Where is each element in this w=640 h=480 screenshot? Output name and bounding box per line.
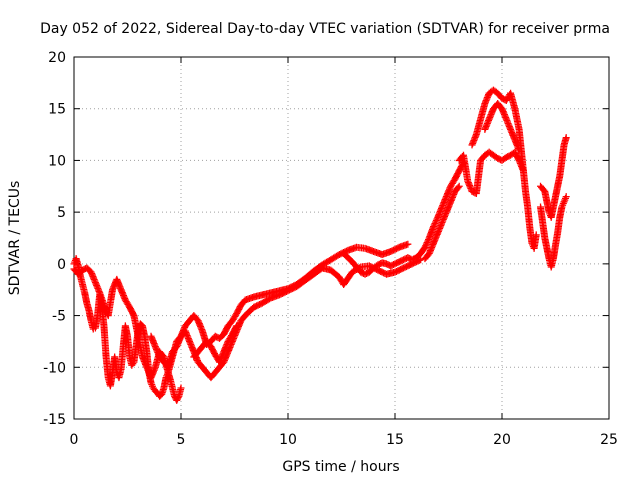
chart-title: Day 052 of 2022, Sidereal Day-to-day VTE… <box>40 21 610 37</box>
y-tick-label: 20 <box>48 50 66 66</box>
data-point <box>455 182 463 190</box>
plot-frame <box>73 56 610 420</box>
data-point <box>232 323 240 331</box>
data-point <box>404 240 412 248</box>
data-markers <box>70 86 570 404</box>
data-point <box>532 231 540 239</box>
y-tick-label: -15 <box>43 412 66 428</box>
data-point <box>562 193 570 201</box>
x-tick-label: 10 <box>279 432 297 448</box>
data-point <box>432 216 440 224</box>
y-tick-label: -10 <box>43 360 66 376</box>
data-point <box>129 360 137 368</box>
y-tick-label: -5 <box>52 309 66 325</box>
x-tick-label: 15 <box>386 432 404 448</box>
x-tick-label: 25 <box>600 432 618 448</box>
data-point <box>421 243 429 251</box>
x-tick-label: 0 <box>70 432 79 448</box>
data-point <box>515 146 523 154</box>
data-point <box>174 394 182 402</box>
data-point <box>432 218 440 226</box>
y-tick-label: 15 <box>48 102 66 118</box>
data-point <box>430 223 438 231</box>
y-tick-label: 5 <box>57 205 66 221</box>
axis-ticks: 0 5 10 15 20 25 -15 -10 -5 0 5 10 15 20 <box>43 50 618 448</box>
data-point <box>562 134 570 142</box>
y-tick-label: 10 <box>48 153 66 169</box>
data-point <box>417 256 425 264</box>
x-tick-label: 5 <box>177 432 186 448</box>
x-axis-label: GPS time / hours <box>282 459 399 475</box>
grid <box>74 57 609 419</box>
data-point <box>233 322 241 330</box>
data-point <box>423 239 431 247</box>
data-point <box>422 240 430 248</box>
data-point <box>431 220 439 228</box>
data-point <box>424 237 432 245</box>
data-point <box>433 215 441 223</box>
data-point <box>430 221 438 229</box>
y-tick-label: 0 <box>57 257 66 273</box>
y-axis-label: SDTVAR / TECUs <box>7 181 23 296</box>
data-point <box>422 242 430 250</box>
data-point <box>454 184 462 192</box>
data-point <box>177 384 185 392</box>
x-tick-label: 20 <box>493 432 511 448</box>
